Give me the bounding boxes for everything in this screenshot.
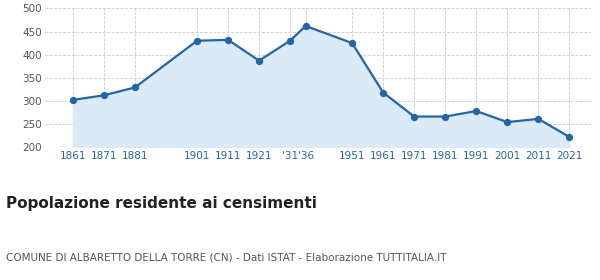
Point <box>379 90 388 95</box>
Point <box>99 93 109 97</box>
Point <box>533 117 543 121</box>
Point <box>502 120 512 124</box>
Point <box>223 38 233 42</box>
Point <box>472 109 481 113</box>
Text: COMUNE DI ALBARETTO DELLA TORRE (CN) - Dati ISTAT - Elaborazione TUTTITALIA.IT: COMUNE DI ALBARETTO DELLA TORRE (CN) - D… <box>6 252 446 262</box>
Point <box>565 135 574 139</box>
Point <box>68 98 78 102</box>
Point <box>347 41 357 45</box>
Point <box>130 85 140 90</box>
Text: Popolazione residente ai censimenti: Popolazione residente ai censimenti <box>6 196 317 211</box>
Point <box>301 24 310 28</box>
Point <box>254 59 264 63</box>
Point <box>409 114 419 119</box>
Point <box>285 39 295 43</box>
Point <box>440 114 450 119</box>
Point <box>192 39 202 43</box>
